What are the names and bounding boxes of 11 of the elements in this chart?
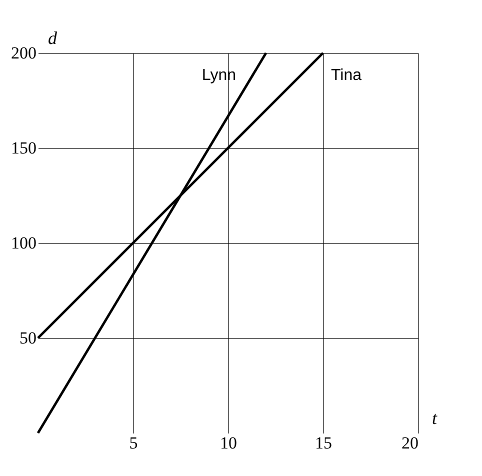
- y-tick-label: 150: [11, 138, 36, 158]
- x-tick-label: 10: [220, 434, 237, 452]
- x-tick-label: 15: [315, 434, 332, 452]
- x-tick-label: 5: [129, 434, 138, 452]
- x-tick-label: 20: [402, 434, 418, 452]
- x-axis-title: t: [432, 408, 438, 428]
- y-tick-label: 50: [20, 328, 36, 348]
- y-axis-title: d: [48, 28, 58, 48]
- series-label: Tina: [331, 67, 362, 84]
- y-tick-label: 200: [11, 44, 36, 62]
- y-tick-label: 100: [11, 234, 36, 252]
